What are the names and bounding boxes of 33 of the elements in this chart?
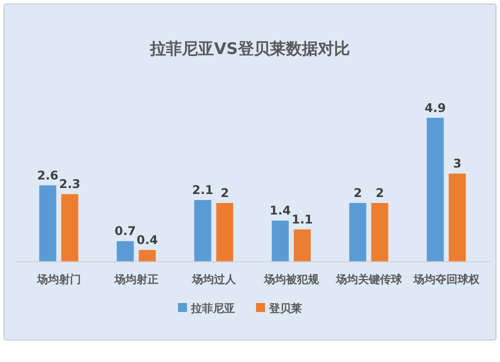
bar [371,202,388,262]
bar [216,202,234,262]
data-label: 2 [376,186,384,200]
bar [349,202,366,262]
data-label: 0.7 [114,224,136,238]
data-label: 2.1 [192,183,214,198]
bar [61,194,78,262]
data-label: 1.1 [292,212,313,226]
data-label: 2 [354,186,362,200]
bar [294,229,311,262]
x-tick-label: 场均被犯规 [262,273,320,286]
data-label: 2.3 [59,177,80,192]
data-label: 1.4 [270,204,291,218]
x-tick-label: 场均关键传球 [334,273,403,286]
data-label: 4.9 [424,100,446,115]
bar [39,185,56,262]
bar [448,174,466,262]
x-tick-label: 场均夺回球权 [412,273,480,286]
data-label: 2 [220,186,229,200]
data-label: 2.6 [37,168,58,182]
data-label: 0.4 [136,232,158,247]
bar [272,220,289,262]
bar [138,250,156,262]
bar [426,118,444,262]
bar [194,200,212,262]
chart-title: 拉菲尼亚VS登贝莱数据对比 [149,39,350,58]
x-tick-label: 场均射门 [36,273,81,286]
x-tick-label: 场均射正 [113,273,158,286]
bar [116,241,134,262]
legend-label: 登贝莱 [268,302,302,315]
legend-label: 拉菲尼亚 [190,302,235,315]
data-label: 3 [453,156,462,171]
x-tick-label: 场均过人 [190,273,237,286]
